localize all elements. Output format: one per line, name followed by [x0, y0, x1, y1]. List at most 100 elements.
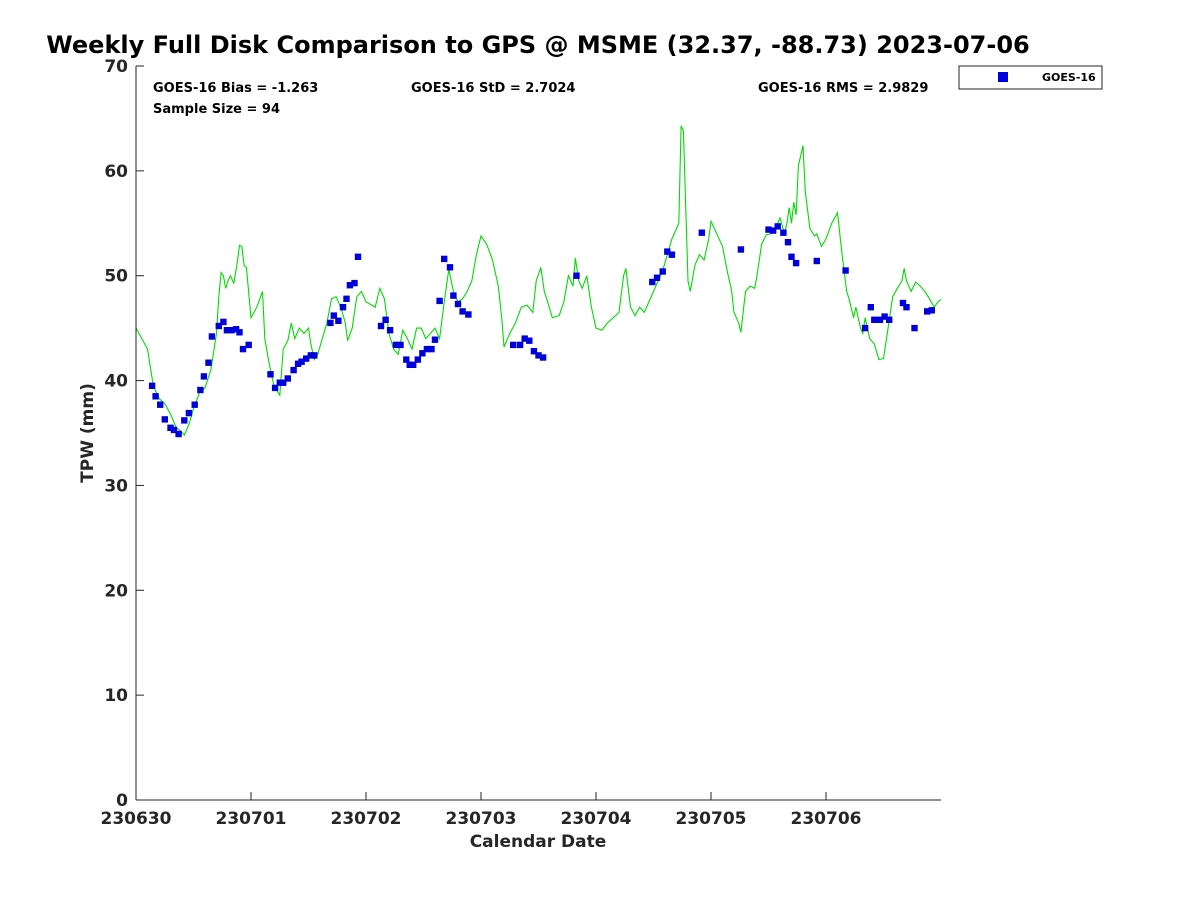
goes16-point — [668, 251, 676, 258]
goes16-point — [881, 313, 888, 320]
y-tick-label: 70 — [104, 57, 128, 77]
goes16-point — [454, 300, 462, 308]
x-tick-label: 230705 — [676, 809, 747, 829]
goes16-point — [284, 375, 291, 382]
goes16-point — [886, 316, 893, 323]
goes16-point — [861, 324, 869, 332]
x-tick-label: 230706 — [791, 809, 862, 829]
goes16-point — [530, 348, 538, 355]
goes16-point — [245, 341, 252, 349]
goes16-point — [307, 352, 314, 359]
y-tick-label: 30 — [104, 476, 128, 496]
goes16-point — [290, 366, 297, 374]
goes16-point — [664, 248, 671, 255]
goes16-point — [181, 417, 188, 424]
goes16-point — [521, 335, 528, 342]
goes16-point — [377, 322, 385, 330]
goes16-point — [842, 267, 849, 274]
goes16-markers — [148, 223, 935, 438]
goes16-point — [871, 316, 878, 323]
goes16-point — [428, 345, 435, 353]
goes16-point — [382, 316, 389, 323]
legend-marker-goes16 — [998, 72, 1008, 82]
goes16-point — [239, 345, 247, 353]
goes16-point — [911, 324, 918, 332]
goes16-point — [152, 393, 159, 400]
goes16-point — [410, 361, 417, 368]
goes16-point — [346, 282, 354, 289]
goes16-point — [431, 336, 439, 343]
legend-label-goes16: GOES-16 — [1042, 71, 1096, 84]
plot-area: 0 10 20 30 40 50 60 70 230630 230701 230702 230703… — [101, 57, 942, 829]
goes16-point — [813, 257, 820, 265]
goes16-point — [698, 229, 705, 236]
goes16-point — [175, 430, 182, 438]
goes16-point — [157, 401, 164, 408]
goes16-point — [403, 356, 410, 363]
stat-sample-size: Sample Size = 94 — [153, 102, 280, 117]
goes16-point — [737, 246, 745, 253]
x-tick-label: 230703 — [446, 809, 517, 829]
goes16-point — [339, 304, 347, 311]
x-tick-label: 230630 — [101, 809, 172, 829]
x-axis-label: Calendar Date — [470, 832, 607, 852]
x-tick-label: 230701 — [216, 809, 287, 829]
goes16-point — [397, 341, 404, 349]
goes16-point — [780, 229, 787, 236]
goes16-point — [167, 424, 174, 431]
goes16-point — [303, 355, 310, 362]
goes16-point — [876, 316, 884, 323]
y-tick-label: 0 — [116, 791, 128, 811]
goes16-point — [185, 409, 193, 417]
goes16-point — [450, 292, 457, 299]
goes16-point — [170, 426, 178, 434]
goes16-point — [392, 341, 400, 349]
goes16-point — [465, 311, 472, 318]
goes16-point — [788, 253, 795, 260]
goes16-point — [232, 326, 240, 333]
goes16-point — [459, 308, 466, 315]
stat-bias: GOES-16 Bias = -1.263 — [153, 81, 318, 96]
goes16-point — [298, 358, 305, 365]
goes16-point — [928, 307, 935, 314]
goes16-point — [276, 379, 283, 386]
goes16-point — [205, 359, 212, 366]
x-tick-label: 230704 — [561, 809, 632, 829]
x-axis-ticks: 230630 230701 230702 230703 230704 230705 2307… — [101, 792, 862, 829]
goes16-point — [191, 401, 198, 408]
goes16-point — [867, 304, 874, 311]
goes16-point — [414, 356, 421, 363]
goes16-point — [526, 337, 533, 344]
goes16-point — [343, 295, 350, 302]
goes16-point — [351, 279, 358, 287]
goes16-point — [327, 319, 334, 327]
goes16-point — [653, 274, 661, 281]
legend: GOES-16 — [958, 65, 1103, 90]
goes16-point — [200, 373, 208, 380]
goes16-point — [774, 223, 781, 230]
goes16-point — [924, 308, 931, 315]
goes16-point — [208, 333, 216, 340]
stat-std: GOES-16 StD = 2.7024 — [411, 81, 575, 96]
goes16-point — [436, 297, 443, 305]
goes16-point — [354, 253, 362, 260]
goes16-point — [294, 360, 302, 367]
goes16-point — [765, 226, 772, 233]
y-tick-label: 20 — [104, 581, 128, 601]
goes16-point — [236, 329, 243, 336]
goes16-point — [419, 350, 426, 357]
goes16-point — [271, 384, 279, 392]
stat-rms: GOES-16 RMS = 2.9829 — [758, 81, 928, 96]
goes16-point — [649, 278, 656, 286]
goes16-point — [446, 264, 454, 271]
goes16-point — [223, 327, 231, 334]
goes16-point — [335, 317, 342, 324]
y-tick-label: 50 — [104, 267, 128, 287]
goes16-point — [220, 318, 227, 326]
goes16-point — [215, 322, 222, 330]
goes16-point — [659, 268, 666, 275]
goes16-point — [330, 312, 337, 319]
goes16-point — [899, 299, 907, 307]
goes16-point — [280, 379, 287, 386]
